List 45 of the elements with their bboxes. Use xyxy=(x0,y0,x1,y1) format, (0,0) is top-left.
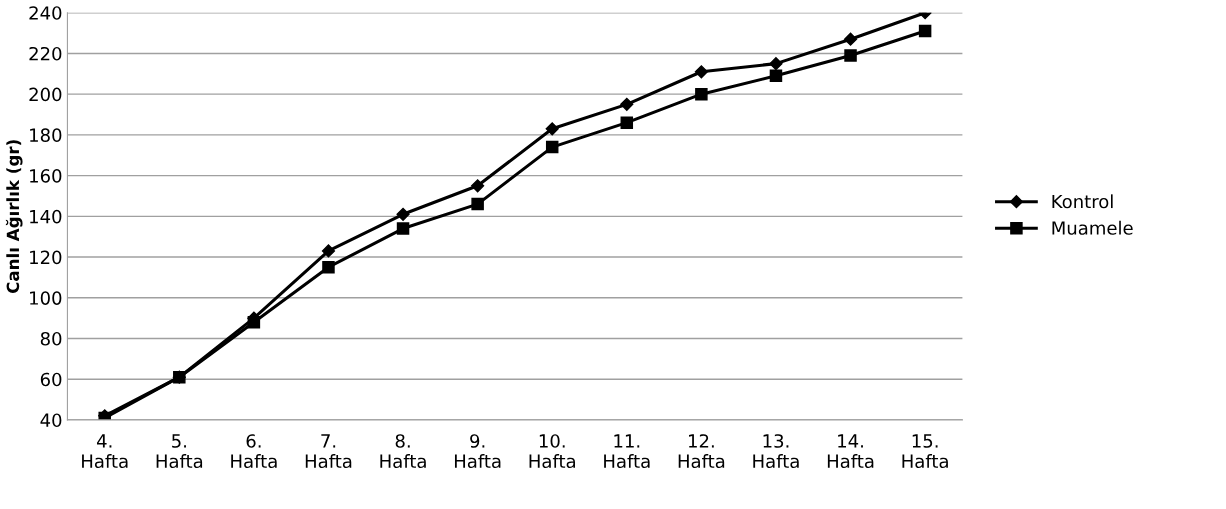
point xyxy=(918,24,932,38)
x-tick-label: 15. Hafta xyxy=(902,434,948,469)
y-tick-label: 80 xyxy=(40,331,62,346)
legend-label: Kontrol xyxy=(1052,194,1113,209)
point xyxy=(695,87,708,101)
y-tick-label: 120 xyxy=(30,250,62,265)
point xyxy=(694,65,708,79)
x-tick-label: 9. Hafta xyxy=(454,434,501,469)
y-tick-label: 140 xyxy=(30,209,62,224)
y-tick-label: 240 xyxy=(29,6,62,20)
point xyxy=(620,97,634,111)
point xyxy=(620,116,634,129)
point xyxy=(545,140,559,154)
x-tick-label: 10. Hafta xyxy=(529,434,575,469)
x-tick-label: 5. Hafta xyxy=(156,434,203,469)
x-tick-label: 14. Hafta xyxy=(827,434,874,469)
x-tick-label: 7. Hafta xyxy=(305,434,352,469)
y-tick-label: 220 xyxy=(29,46,62,61)
y-tick-label: 60 xyxy=(40,372,62,387)
y-tick-label: 200 xyxy=(29,87,62,102)
point xyxy=(173,370,186,384)
point xyxy=(321,244,336,258)
point xyxy=(769,69,783,83)
point xyxy=(545,122,559,136)
point xyxy=(769,57,783,71)
y-tick-label: 180 xyxy=(30,128,62,142)
y-tick-label: 100 xyxy=(30,291,62,305)
x-tick-label: 11. Hafta xyxy=(604,434,650,469)
point xyxy=(396,207,410,221)
point xyxy=(843,32,858,46)
y-tick-label: 160 xyxy=(30,169,62,183)
y-axis-title: Canlı Ağırlık (gr) xyxy=(5,140,23,294)
point xyxy=(471,197,484,211)
point xyxy=(247,315,261,329)
x-tick-label: 12. Hafta xyxy=(678,434,725,469)
y-tick-label: 40 xyxy=(40,413,62,428)
x-tick-label: 6. Hafta xyxy=(231,434,277,469)
point xyxy=(322,260,335,274)
point xyxy=(844,49,857,62)
legend-label: Muamele xyxy=(1052,220,1133,235)
point xyxy=(396,222,410,235)
x-tick-label: 4. Hafta xyxy=(82,434,128,469)
x-tick-label: 13. Hafta xyxy=(753,434,799,469)
point xyxy=(471,179,485,193)
x-tick-label: 8. Hafta xyxy=(380,434,426,469)
